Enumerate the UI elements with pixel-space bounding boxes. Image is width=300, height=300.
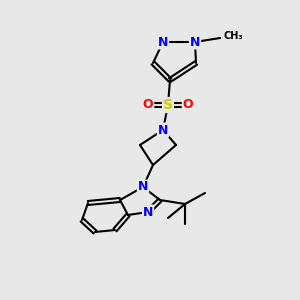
Text: CH₃: CH₃ (223, 31, 243, 41)
Text: N: N (143, 206, 153, 218)
Text: N: N (138, 181, 148, 194)
Text: N: N (190, 35, 200, 49)
Text: S: S (163, 98, 173, 112)
Text: N: N (158, 35, 168, 49)
Text: N: N (158, 124, 168, 136)
Text: O: O (143, 98, 153, 112)
Text: O: O (183, 98, 193, 112)
